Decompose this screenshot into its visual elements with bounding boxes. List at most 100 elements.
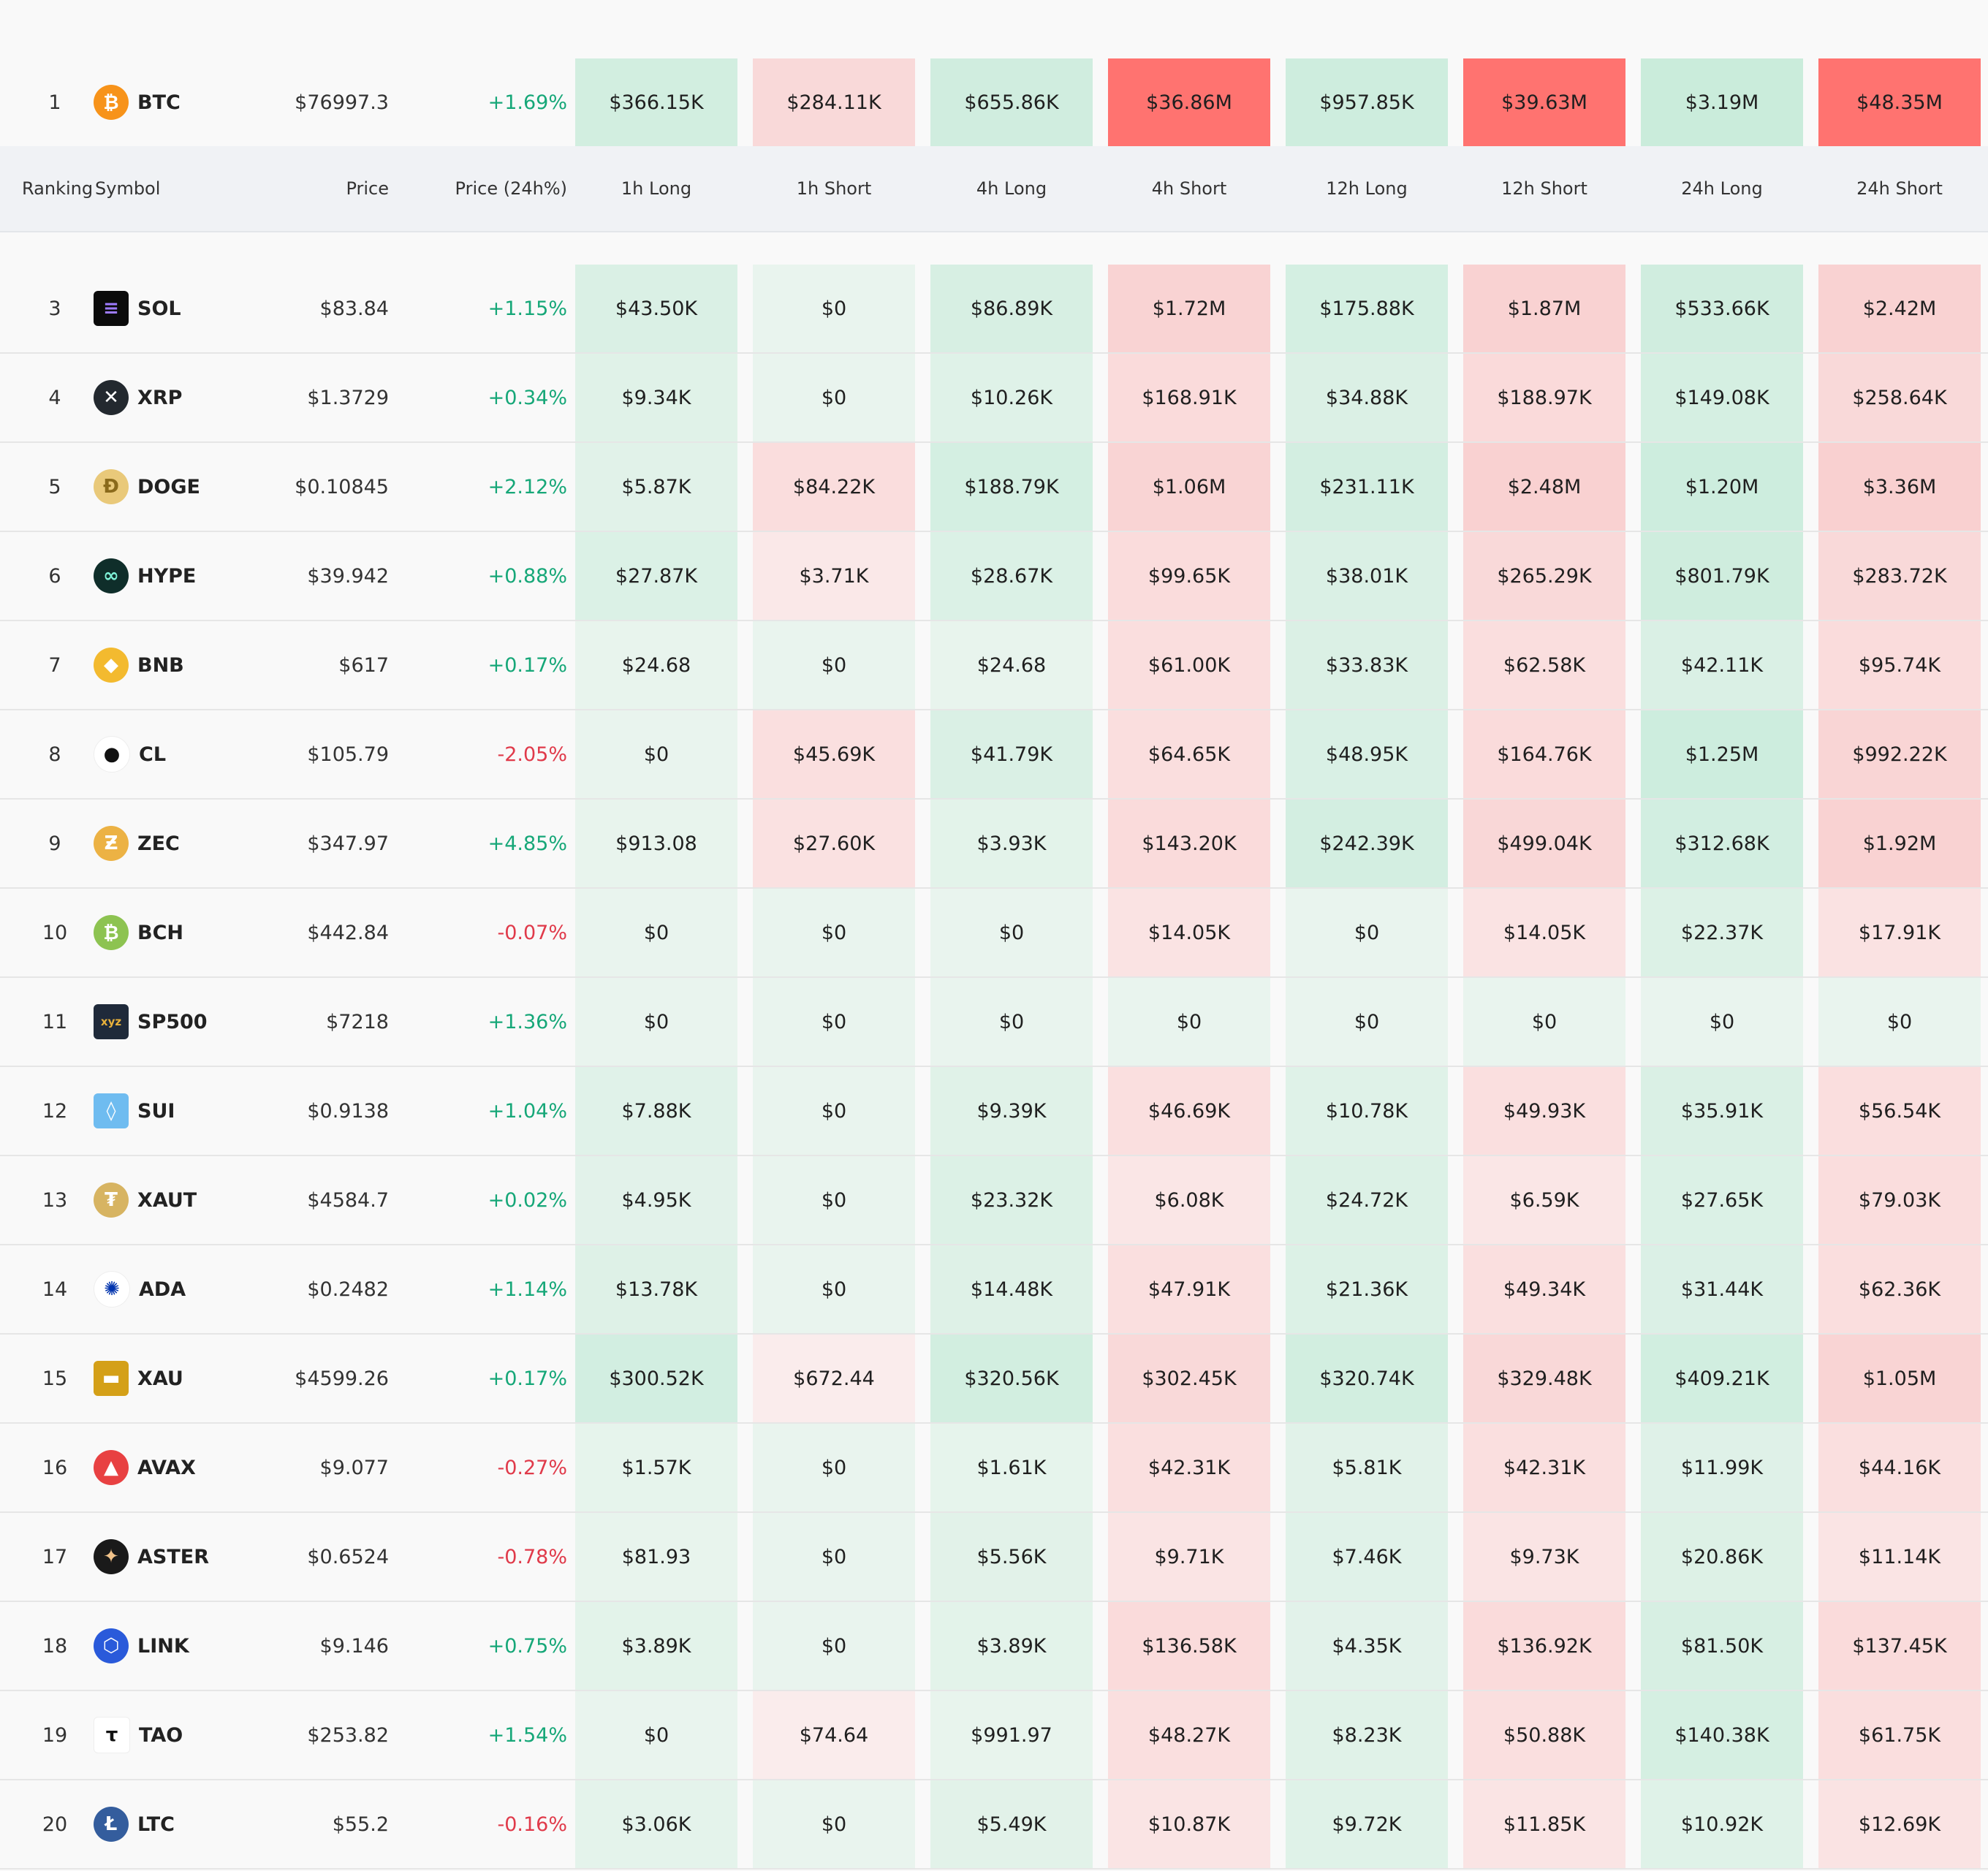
symbol-cell[interactable]: ◊ SUI xyxy=(94,1067,284,1155)
24h-short-cell: $12.69K xyxy=(1818,1780,1981,1868)
rank-cell: 11 xyxy=(42,1010,68,1033)
symbol-label: XAUT xyxy=(137,1188,197,1212)
symbol-cell[interactable]: ✕ XRP xyxy=(94,354,284,441)
1h-long-cell: $13.78K xyxy=(575,1245,737,1333)
symbol-cell[interactable]: Ł LTC xyxy=(94,1780,284,1868)
rank-cell: 1 xyxy=(48,91,61,114)
chainlink-icon: ⬡ xyxy=(94,1628,129,1663)
price-change-cell: +0.88% xyxy=(487,564,567,588)
price-cell: $253.82 xyxy=(307,1723,389,1747)
table-row[interactable]: 15 ▬ XAU $4599.26 +0.17% $300.52K $672.44 $320.… xyxy=(0,1335,1988,1424)
header-symbol[interactable]: Symbol xyxy=(95,178,161,199)
symbol-cell[interactable]: ₿ BCH xyxy=(94,889,284,976)
table-row[interactable]: 20 Ł LTC $55.2 -0.16% $3.06K $0 $5.49K $10.87K $9… xyxy=(0,1780,1988,1870)
symbol-cell[interactable]: ✦ ASTER xyxy=(94,1513,284,1601)
price-cell: $39.942 xyxy=(307,564,389,588)
4h-long-cell: $0 xyxy=(930,889,1093,976)
table-row[interactable]: 6 ∞ HYPE $39.942 +0.88% $27.87K $3.71K $28.67K $… xyxy=(0,532,1988,621)
table-row[interactable]: 1 ₿ BTC $76997.3 +1.69% $366.15K $284.11K $655.… xyxy=(0,58,1988,148)
1h-long-cell: $913.08 xyxy=(575,800,737,887)
symbol-cell[interactable]: ₮ XAUT xyxy=(94,1156,284,1244)
table-row[interactable]: 14 ✺ ADA $0.2482 +1.14% $13.78K $0 $14.48K $47.9… xyxy=(0,1245,1988,1335)
rank-cell: 10 xyxy=(42,921,68,944)
symbol-cell[interactable]: ⬡ LINK xyxy=(94,1602,284,1690)
1h-long-cell: $3.89K xyxy=(575,1602,737,1690)
symbol-cell[interactable]: Ƶ ZEC xyxy=(94,800,284,887)
24h-long-cell: $409.21K xyxy=(1641,1335,1803,1422)
price-cell: $9.077 xyxy=(319,1456,389,1479)
symbol-label: ADA xyxy=(139,1278,186,1301)
symbol-label: BTC xyxy=(137,91,181,114)
header-price-change[interactable]: Price (24h%) xyxy=(455,178,567,199)
zcash-icon: Ƶ xyxy=(94,826,129,861)
rank-cell: 13 xyxy=(42,1188,68,1212)
table-row[interactable]: 7 ◆ BNB $617 +0.17% $24.68 $0 $24.68 $61.00K $33.… xyxy=(0,621,1988,710)
4h-short-cell: $36.86M xyxy=(1108,58,1270,146)
12h-short-cell: $62.58K xyxy=(1463,621,1625,709)
24h-short-cell: $992.22K xyxy=(1818,710,1981,798)
12h-short-cell: $265.29K xyxy=(1463,532,1625,620)
symbol-cell[interactable]: Ð DOGE xyxy=(94,443,284,531)
table-row[interactable]: 13 ₮ XAUT $4584.7 +0.02% $4.95K $0 $23.32K $6.08… xyxy=(0,1156,1988,1245)
symbol-cell[interactable]: xyz SP500 xyxy=(94,978,284,1066)
price-cell: $4599.26 xyxy=(295,1367,389,1390)
table-row[interactable]: 3 ≡ SOL $83.84 +1.15% $43.50K $0 $86.89K $1.72M $… xyxy=(0,265,1988,354)
12h-short-cell: $164.76K xyxy=(1463,710,1625,798)
4h-short-cell: $48.27K xyxy=(1108,1691,1270,1779)
24h-long-cell: $1.25M xyxy=(1641,710,1803,798)
24h-short-cell: $56.54K xyxy=(1818,1067,1981,1155)
table-row[interactable]: 10 ₿ BCH $442.84 -0.07% $0 $0 $0 $14.05K $0 $14.05… xyxy=(0,889,1988,978)
header-ranking[interactable]: Ranking xyxy=(22,178,94,199)
header-price[interactable]: Price xyxy=(346,178,389,199)
symbol-cell[interactable]: ◆ BNB xyxy=(94,621,284,709)
header-1h-short[interactable]: 1h Short xyxy=(796,178,872,199)
symbol-cell[interactable]: ▲ AVAX xyxy=(94,1424,284,1511)
table-row[interactable]: 12 ◊ SUI $0.9138 +1.04% $7.88K $0 $9.39K $46.69K… xyxy=(0,1067,1988,1156)
price-change-cell: +0.34% xyxy=(487,386,567,409)
symbol-cell[interactable]: ≡ SOL xyxy=(94,265,284,352)
price-cell: $617 xyxy=(338,653,389,677)
symbol-label: SOL xyxy=(137,297,181,320)
24h-short-cell: $17.91K xyxy=(1818,889,1981,976)
table-row[interactable]: 19 τ TAO $253.82 +1.54% $0 $74.64 $991.97 $48.27… xyxy=(0,1691,1988,1780)
header-4h-long[interactable]: 4h Long xyxy=(976,178,1047,199)
24h-short-cell: $62.36K xyxy=(1818,1245,1981,1333)
1h-short-cell: $0 xyxy=(753,1513,915,1601)
symbol-cell[interactable]: ∞ HYPE xyxy=(94,532,284,620)
header-4h-short[interactable]: 4h Short xyxy=(1151,178,1227,199)
header-1h-long[interactable]: 1h Long xyxy=(621,178,692,199)
header-24h-short[interactable]: 24h Short xyxy=(1856,178,1943,199)
symbol-cell[interactable]: ₿ BTC xyxy=(94,58,284,146)
header-12h-short[interactable]: 12h Short xyxy=(1501,178,1587,199)
symbol-cell[interactable]: τ TAO xyxy=(94,1691,284,1779)
table-row[interactable]: 16 ▲ AVAX $9.077 -0.27% $1.57K $0 $1.61K $42.31K… xyxy=(0,1424,1988,1513)
1h-long-cell: $5.87K xyxy=(575,443,737,531)
rank-cell: 17 xyxy=(42,1545,68,1568)
header-24h-long[interactable]: 24h Long xyxy=(1681,178,1763,199)
table-row[interactable]: 5 Ð DOGE $0.10845 +2.12% $5.87K $84.22K $188.79… xyxy=(0,443,1988,532)
table-row[interactable]: 4 ✕ XRP $1.3729 +0.34% $9.34K $0 $10.26K $168.91… xyxy=(0,354,1988,443)
1h-short-cell: $27.60K xyxy=(753,800,915,887)
1h-short-cell: $0 xyxy=(753,1245,915,1333)
symbol-cell[interactable]: ✺ ADA xyxy=(94,1245,284,1333)
table-row[interactable]: 17 ✦ ASTER $0.6524 -0.78% $81.93 $0 $5.56K $9.71… xyxy=(0,1513,1988,1602)
symbol-cell[interactable]: ▬ XAU xyxy=(94,1335,284,1422)
header-12h-long[interactable]: 12h Long xyxy=(1326,178,1408,199)
xyz-icon: xyz xyxy=(94,1004,129,1039)
4h-short-cell: $61.00K xyxy=(1108,621,1270,709)
table-row[interactable]: 11 xyz SP500 $7218 +1.36% $0 $0 $0 $0 $0 $0 $0 $0 xyxy=(0,978,1988,1067)
table-row[interactable]: 8 ● CL $105.79 -2.05% $0 $45.69K $41.79K $64.65K… xyxy=(0,710,1988,800)
1h-short-cell: $0 xyxy=(753,1602,915,1690)
symbol-cell[interactable]: ● CL xyxy=(94,710,284,798)
table-row[interactable]: 18 ⬡ LINK $9.146 +0.75% $3.89K $0 $3.89K $136.58… xyxy=(0,1602,1988,1691)
rank-cell: 7 xyxy=(48,653,61,677)
4h-long-cell: $5.56K xyxy=(930,1513,1093,1601)
12h-long-cell: $957.85K xyxy=(1286,58,1448,146)
table-row[interactable]: 9 Ƶ ZEC $347.97 +4.85% $913.08 $27.60K $3.93K $1… xyxy=(0,800,1988,889)
price-cell: $0.9138 xyxy=(307,1099,389,1123)
24h-short-cell: $283.72K xyxy=(1818,532,1981,620)
1h-long-cell: $366.15K xyxy=(575,58,737,146)
symbol-label: ZEC xyxy=(137,832,180,855)
4h-short-cell: $1.06M xyxy=(1108,443,1270,531)
